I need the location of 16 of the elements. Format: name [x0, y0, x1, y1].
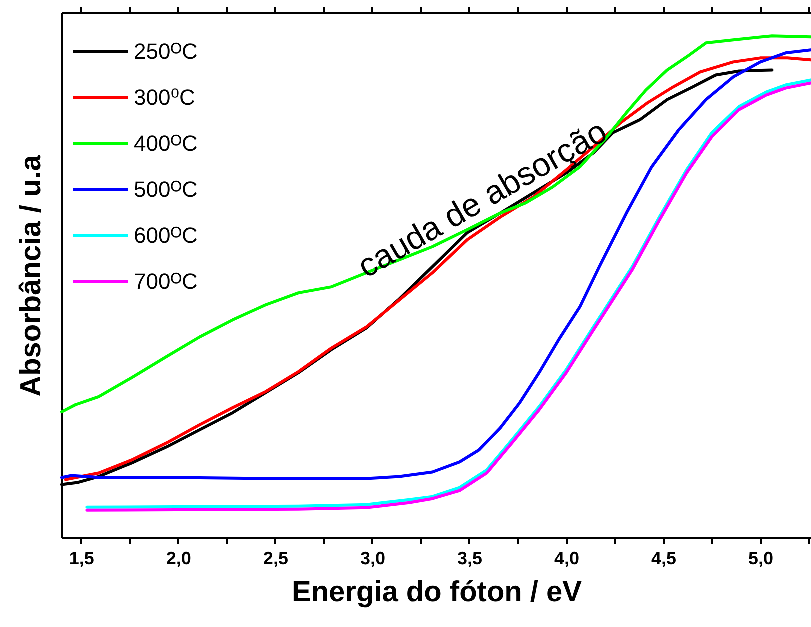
legend-label: 700ᴼC	[134, 269, 198, 294]
x-tick-label: 3,0	[360, 548, 386, 568]
legend-label: 250ᴼC	[134, 39, 198, 64]
x-tick-label: 2,0	[166, 548, 192, 568]
x-tick-label: 4,0	[554, 548, 580, 568]
x-tick-label: 4,5	[652, 548, 677, 568]
x-tick-label: 1,5	[69, 548, 94, 568]
x-axis-title: Energia do fóton / eV	[292, 576, 583, 608]
y-axis-title: Absorbância / u.a	[16, 154, 48, 397]
x-tick-label: 3,5	[457, 548, 483, 568]
legend-label: 500ᴼC	[134, 177, 198, 202]
x-tick-label: 2,5	[263, 548, 288, 568]
x-tick-label: 5,0	[748, 548, 774, 568]
legend-label: 400ᴼC	[134, 131, 198, 156]
legend-label: 600ᴼC	[134, 223, 198, 248]
legend-label: 300⁰C	[134, 85, 196, 110]
